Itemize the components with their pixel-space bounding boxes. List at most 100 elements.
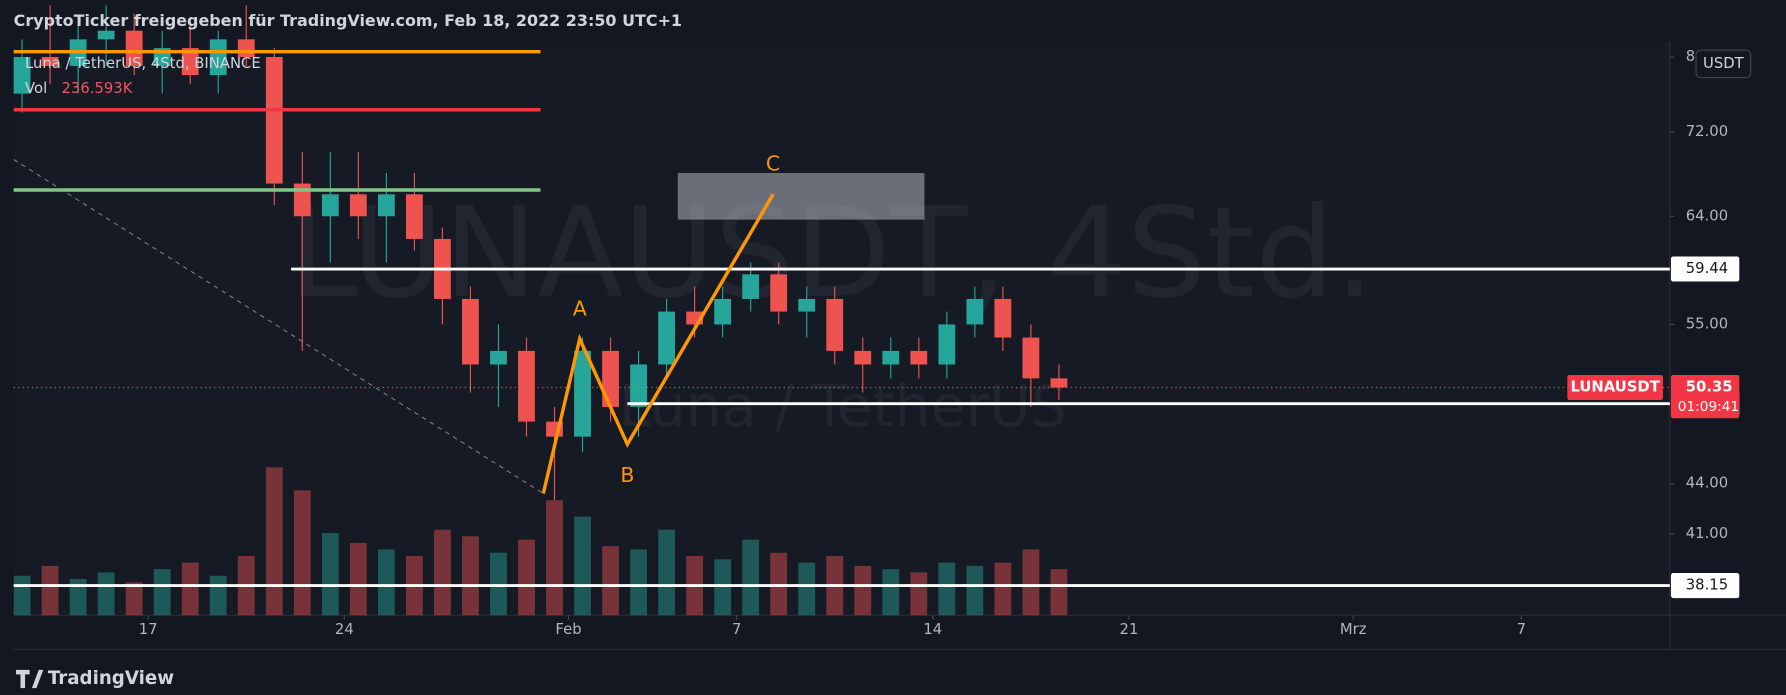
volume-bar xyxy=(293,490,311,616)
candle-body xyxy=(405,194,423,239)
x-tick-label: 24 xyxy=(335,621,354,638)
volume-bar xyxy=(994,562,1012,616)
candle-body xyxy=(97,30,115,40)
price-line-box xyxy=(1670,573,1740,599)
volume-bar xyxy=(462,536,479,616)
last-price-label: 50.35 xyxy=(1686,379,1733,396)
candle-body xyxy=(574,350,591,437)
volume-bar xyxy=(265,467,283,616)
volume-bar xyxy=(546,500,563,616)
x-tick-label: Mrz xyxy=(1340,621,1367,638)
volume-bar xyxy=(742,539,760,616)
currency: USDT xyxy=(1703,55,1745,72)
footer: TradingView xyxy=(48,668,174,689)
zone xyxy=(677,172,925,220)
candle-body xyxy=(518,350,535,422)
candle-body xyxy=(125,30,143,66)
volume-bar xyxy=(490,552,507,616)
x-tick-label: 17 xyxy=(139,621,158,638)
volume-legend: Vol xyxy=(25,80,47,97)
volume-bar xyxy=(181,562,199,616)
volume-bar xyxy=(125,582,143,616)
logo xyxy=(15,669,44,689)
plot-layer: LUNAUSDT, 4Std.Luna / TetherUS80.0072.00… xyxy=(13,5,1740,638)
candle-body xyxy=(377,194,395,217)
volume-bar xyxy=(770,552,788,616)
x-tick-label: 21 xyxy=(1120,621,1139,638)
volume-bar xyxy=(41,565,59,616)
candle-body xyxy=(714,298,732,325)
y-tick-label: 41.00 xyxy=(1686,525,1728,542)
x-tick-label: Feb xyxy=(555,621,581,638)
candle-body xyxy=(321,194,339,217)
last-price-box xyxy=(1670,374,1740,419)
volume-bar xyxy=(377,549,395,616)
wave-label: B xyxy=(620,463,634,487)
candle-body xyxy=(1022,337,1040,379)
candle-body xyxy=(209,39,227,76)
volume-bar xyxy=(69,579,87,616)
header: CryptoTicker freigegeben für TradingView… xyxy=(14,11,682,30)
candle-body xyxy=(938,324,956,365)
volume-bar xyxy=(321,533,339,616)
price-line-label: 38.15 xyxy=(1686,577,1728,594)
candle-body xyxy=(265,56,283,184)
volume-bar xyxy=(882,569,900,616)
candle-body xyxy=(854,350,872,365)
candle-body xyxy=(41,56,59,66)
countdown: 01:09:41 xyxy=(1678,399,1739,415)
candle-body xyxy=(13,56,31,94)
volume-value: 236.593K xyxy=(62,80,134,97)
x-tick-label: 7 xyxy=(1517,621,1526,638)
price-line-label: 59.44 xyxy=(1686,260,1728,277)
symbol-tag xyxy=(1567,374,1663,401)
volume-bar xyxy=(602,546,619,616)
y-tick-label: 44.00 xyxy=(1686,475,1728,492)
volume-bar xyxy=(349,542,367,616)
volume-bar xyxy=(153,569,171,616)
y-tick-label: 64.00 xyxy=(1686,207,1728,224)
symbol-tag-label: LUNAUSDT xyxy=(1570,379,1660,396)
volume-bar xyxy=(518,539,535,616)
volume-bar xyxy=(658,529,676,616)
y-tick-label: 72.00 xyxy=(1686,123,1728,140)
x-tick-label: 7 xyxy=(732,621,741,638)
volume-bar xyxy=(1022,549,1040,616)
price-line-box xyxy=(1670,256,1740,282)
volume-bar xyxy=(434,529,451,616)
volume-bar xyxy=(910,572,928,616)
volume-bar xyxy=(966,565,984,616)
y-tick-label: 55.00 xyxy=(1686,315,1728,332)
candle-body xyxy=(490,350,507,365)
volume-bar xyxy=(714,559,732,616)
candle-body xyxy=(882,350,900,365)
candle-body xyxy=(293,183,311,217)
volume-bar xyxy=(97,572,115,616)
volume-bar xyxy=(1050,569,1068,616)
candle-body xyxy=(349,194,367,217)
currency-box[interactable] xyxy=(1695,49,1752,79)
x-tick-label: 14 xyxy=(923,621,942,638)
volume-bar xyxy=(938,562,956,616)
watermark-subtitle: Luna / TetherUS xyxy=(619,374,1067,440)
candle-body xyxy=(770,274,788,312)
candle-body xyxy=(658,311,676,365)
candle-body xyxy=(798,298,816,312)
candle-body xyxy=(181,48,199,76)
candle-body xyxy=(462,298,479,365)
volume-bar xyxy=(798,562,816,616)
candle-body xyxy=(910,350,928,365)
zigzag xyxy=(541,193,775,494)
candle-body xyxy=(966,298,984,325)
volume-bar xyxy=(209,575,227,616)
candle-body xyxy=(630,364,647,407)
wave-label: C xyxy=(766,152,780,176)
candle-body xyxy=(742,274,760,299)
candle-body xyxy=(1050,378,1068,388)
volume-bar xyxy=(574,516,591,616)
candle-body xyxy=(994,298,1012,338)
wave-label: A xyxy=(573,296,587,320)
volume-bar xyxy=(630,549,647,616)
candle-body xyxy=(826,298,844,351)
